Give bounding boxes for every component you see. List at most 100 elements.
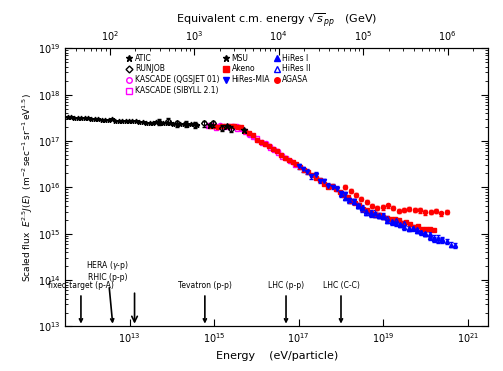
ATIC [136,119,142,124]
ATIC [133,119,139,123]
KASCADE (SIBYLL 2.1) [267,146,273,150]
KASCADE (QGSJET 01) [275,149,281,154]
KASCADE (SIBYLL 2.1) [213,125,219,130]
KASCADE (SIBYLL 2.1) [263,141,269,146]
MSU [241,128,247,132]
KASCADE (QGSJET 01) [225,124,231,129]
Line: MSU: MSU [207,122,247,133]
KASCADE (QGSJET 01) [209,123,215,127]
ATIC [85,116,91,121]
ATIC [150,120,156,125]
ATIC [191,122,197,127]
KASCADE (QGSJET 01) [221,124,227,128]
KASCADE (QGSJET 01) [267,144,273,148]
ATIC [81,116,88,120]
KASCADE (SIBYLL 2.1) [246,131,252,136]
ATIC [41,114,47,119]
ATIC [119,118,125,123]
Text: Tevatron (p-p): Tevatron (p-p) [178,281,232,322]
KASCADE (QGSJET 01) [217,123,223,128]
ATIC [68,115,74,120]
MSU [207,123,213,128]
KASCADE (QGSJET 01) [283,156,289,160]
X-axis label: Equivalent c.m. energy $\sqrt{s}_{pp}$   (GeV): Equivalent c.m. energy $\sqrt{s}_{pp}$ (… [176,12,377,30]
MSU [224,124,230,128]
ATIC [58,115,64,119]
ATIC [47,114,53,118]
KASCADE (QGSJET 01) [255,137,261,142]
KASCADE (QGSJET 01) [259,140,265,145]
KASCADE (SIBYLL 2.1) [217,124,223,129]
KASCADE (SIBYLL 2.1) [209,124,215,129]
ATIC [157,121,163,125]
ATIC [78,116,84,121]
KASCADE (QGSJET 01) [238,127,244,131]
ATIC [153,120,159,125]
Line: KASCADE (SIBYLL 2.1): KASCADE (SIBYLL 2.1) [206,124,297,168]
ATIC [140,120,146,124]
KASCADE (QGSJET 01) [250,134,257,139]
KASCADE (SIBYLL 2.1) [275,151,281,155]
ATIC [44,114,50,119]
ATIC [143,120,149,125]
KASCADE (SIBYLL 2.1) [283,156,289,161]
ATIC [163,121,170,125]
ATIC [126,119,132,123]
KASCADE (SIBYLL 2.1) [225,124,231,129]
KASCADE (QGSJET 01) [292,161,298,166]
ATIC [167,121,173,125]
KASCADE (QGSJET 01) [271,147,277,151]
KASCADE (QGSJET 01) [205,123,211,128]
KASCADE (SIBYLL 2.1) [238,126,244,130]
ATIC [92,117,98,121]
KASCADE (SIBYLL 2.1) [230,124,236,128]
Text: HERA ($\gamma$-p)
RHIC (p-p): HERA ($\gamma$-p) RHIC (p-p) [86,259,129,322]
KASCADE (SIBYLL 2.1) [205,124,211,128]
KASCADE (SIBYLL 2.1) [221,125,227,129]
KASCADE (SIBYLL 2.1) [242,129,248,134]
KASCADE (SIBYLL 2.1) [234,127,240,131]
ATIC [181,122,187,127]
ATIC [75,116,81,120]
ATIC [37,114,43,118]
Text: LHC (C-C): LHC (C-C) [322,281,360,322]
KASCADE (SIBYLL 2.1) [259,140,265,145]
ATIC [89,117,95,122]
Line: ATIC: ATIC [34,114,200,127]
KASCADE (SIBYLL 2.1) [250,135,257,139]
KASCADE (QGSJET 01) [230,124,236,128]
Legend: ATIC, RUNJOB, KASCADE (QGSJET 01), KASCADE (SIBYLL 2.1), MSU, Akeno, HiRes-MIA, : ATIC, RUNJOB, KASCADE (QGSJET 01), KASCA… [124,52,312,97]
ATIC [54,115,60,119]
ATIC [106,118,112,122]
ATIC [102,118,108,122]
ATIC [95,116,101,121]
ATIC [109,117,115,121]
KASCADE (SIBYLL 2.1) [292,163,298,168]
ATIC [188,122,194,127]
ATIC [160,121,166,125]
ATIC [116,118,122,123]
KASCADE (SIBYLL 2.1) [279,154,285,159]
KASCADE (QGSJET 01) [242,128,248,133]
ATIC [177,122,183,127]
Line: KASCADE (QGSJET 01): KASCADE (QGSJET 01) [206,123,297,166]
Text: fixed target (p-A): fixed target (p-A) [48,281,114,322]
ATIC [51,114,57,119]
KASCADE (QGSJET 01) [234,124,240,128]
KASCADE (SIBYLL 2.1) [255,136,261,140]
ATIC [174,121,180,126]
KASCADE (QGSJET 01) [246,133,252,137]
ATIC [34,114,40,118]
KASCADE (QGSJET 01) [213,124,219,128]
X-axis label: Energy    (eV/particle): Energy (eV/particle) [215,351,338,361]
KASCADE (QGSJET 01) [287,159,293,163]
KASCADE (SIBYLL 2.1) [271,148,277,152]
ATIC [129,119,135,124]
Y-axis label: Scaled flux  $E^{2.5} J(E)$  $(\mathrm{m}^{-2}\,\mathrm{sec}^{-1}\,\mathrm{sr}^{: Scaled flux $E^{2.5} J(E)$ $(\mathrm{m}^… [21,93,35,282]
KASCADE (QGSJET 01) [279,153,285,158]
ATIC [71,116,77,121]
ATIC [123,118,129,123]
ATIC [194,123,200,127]
Text: LHC (p-p): LHC (p-p) [268,281,304,322]
ATIC [64,115,70,119]
